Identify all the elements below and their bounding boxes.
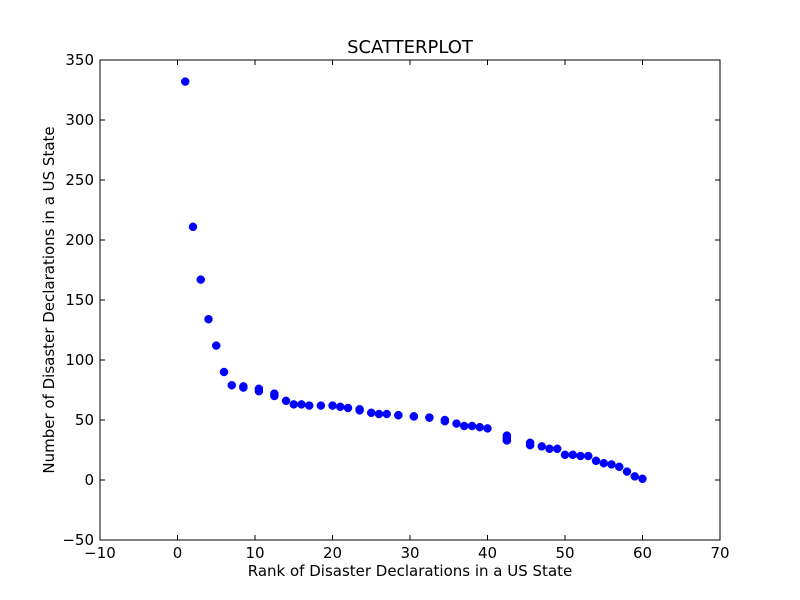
data-point xyxy=(537,442,546,451)
y-axis-label: Number of Disaster Declarations in a US … xyxy=(40,126,58,473)
data-point xyxy=(281,396,291,406)
data-point xyxy=(188,222,198,232)
data-point xyxy=(382,409,391,419)
data-point xyxy=(336,402,345,412)
x-tick-label: 60 xyxy=(633,544,652,562)
x-tick-label: 0 xyxy=(173,544,183,562)
data-point xyxy=(568,450,577,460)
y-tick-label: 100 xyxy=(65,351,94,369)
data-point xyxy=(394,410,403,420)
x-tick-label: 50 xyxy=(555,544,574,562)
data-point xyxy=(630,472,639,481)
data-point xyxy=(525,440,535,450)
data-point xyxy=(553,444,562,454)
points-layer xyxy=(181,77,647,484)
data-point xyxy=(607,460,616,469)
data-point xyxy=(452,419,461,428)
data-point xyxy=(374,409,384,419)
x-tick-label: 40 xyxy=(478,544,497,562)
data-point xyxy=(475,422,484,432)
data-point xyxy=(591,456,601,466)
data-point xyxy=(576,451,585,461)
data-point xyxy=(219,367,229,377)
x-tick-label: 70 xyxy=(710,544,729,562)
data-point xyxy=(584,451,593,461)
data-point xyxy=(440,416,450,426)
data-point xyxy=(545,444,554,454)
y-tick-label: 200 xyxy=(65,231,94,249)
data-point xyxy=(297,400,306,409)
data-point xyxy=(328,401,337,410)
x-tick-label: 10 xyxy=(245,544,264,562)
data-point xyxy=(560,450,570,460)
y-tick-label: 50 xyxy=(75,411,94,429)
data-point xyxy=(227,380,236,390)
data-point xyxy=(212,341,221,350)
data-point xyxy=(239,383,248,392)
data-point xyxy=(343,403,353,413)
data-point xyxy=(409,412,419,421)
data-point xyxy=(460,421,469,431)
y-tick-label: 250 xyxy=(65,171,94,189)
y-tick-label: −50 xyxy=(62,531,94,549)
data-point xyxy=(483,424,492,433)
data-point xyxy=(599,458,608,468)
chart-title: SCATTERPLOT xyxy=(347,37,474,58)
y-tick-label: 150 xyxy=(65,291,94,309)
x-tick-label: 20 xyxy=(323,544,342,562)
data-point xyxy=(316,401,326,410)
data-point xyxy=(204,314,213,324)
data-point xyxy=(305,401,314,410)
data-point xyxy=(467,421,477,431)
data-point xyxy=(196,275,205,284)
data-point xyxy=(270,391,279,401)
data-point xyxy=(355,406,364,415)
data-point xyxy=(425,413,434,422)
data-point xyxy=(622,467,632,476)
data-point xyxy=(502,436,512,445)
y-tick-label: 300 xyxy=(65,111,94,129)
data-point xyxy=(181,77,190,86)
x-tick-label: 30 xyxy=(400,544,419,562)
data-point xyxy=(638,474,647,484)
x-tick-label: −10 xyxy=(84,544,116,562)
x-axis-label: Rank of Disaster Declarations in a US St… xyxy=(248,562,573,580)
data-point xyxy=(367,408,376,418)
y-tick-label: 0 xyxy=(84,471,94,489)
y-tick-label: 350 xyxy=(65,51,94,69)
data-point xyxy=(254,386,264,396)
data-point xyxy=(289,400,298,409)
data-point xyxy=(615,462,624,472)
plot-frame xyxy=(99,59,721,541)
